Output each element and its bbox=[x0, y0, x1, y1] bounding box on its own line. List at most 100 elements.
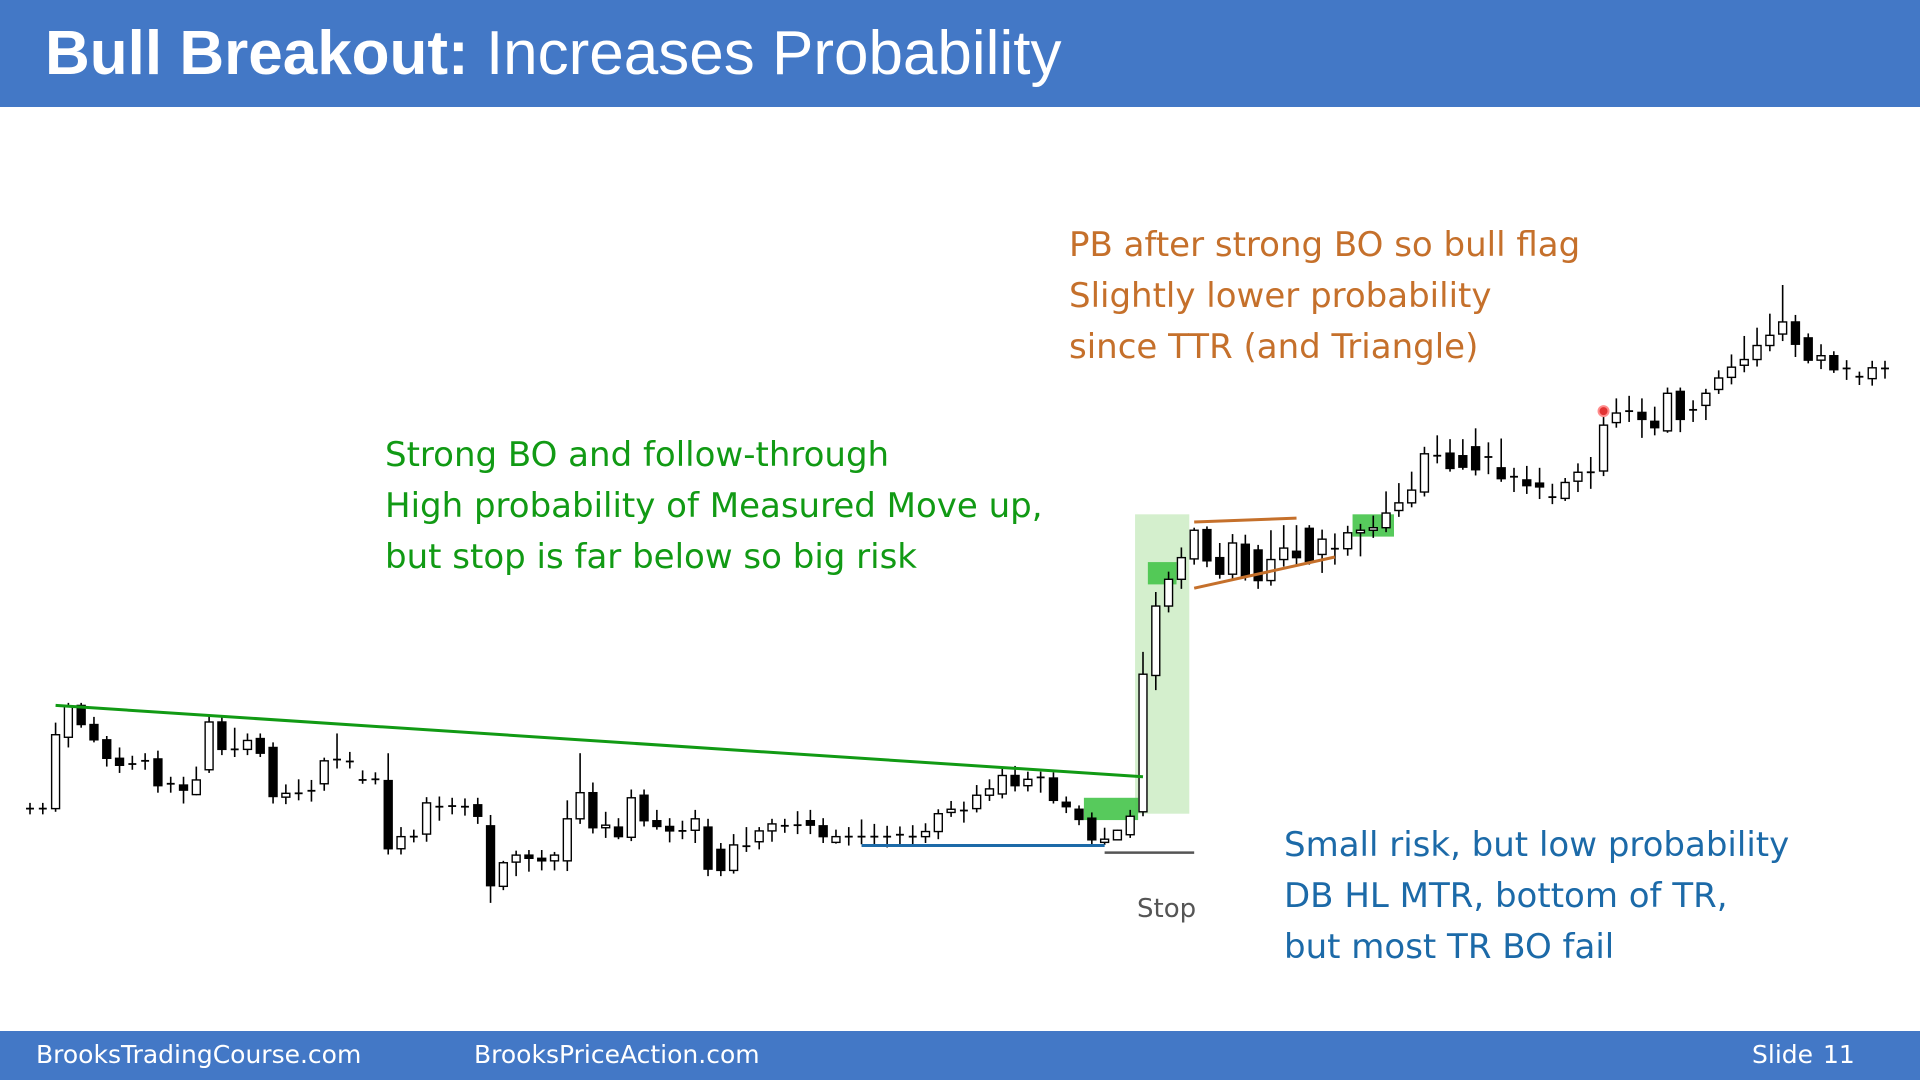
candle bbox=[1662, 387, 1673, 433]
candle bbox=[485, 814, 496, 903]
candle bbox=[333, 733, 342, 769]
candle bbox=[63, 702, 74, 748]
candle bbox=[141, 753, 150, 770]
candle-body bbox=[1240, 543, 1251, 577]
candle bbox=[767, 818, 777, 842]
candle-body bbox=[1163, 578, 1174, 607]
candle-body bbox=[1726, 366, 1737, 379]
candle bbox=[1253, 544, 1263, 589]
candle bbox=[1215, 542, 1225, 579]
candle-body bbox=[754, 830, 764, 843]
candle bbox=[1881, 360, 1889, 379]
candle bbox=[626, 789, 636, 842]
candle bbox=[1829, 351, 1839, 373]
candle bbox=[1739, 335, 1749, 373]
candle-body bbox=[1445, 452, 1455, 470]
candle-body bbox=[652, 820, 662, 828]
candle bbox=[1151, 592, 1161, 691]
candle bbox=[1855, 371, 1864, 386]
candle-body bbox=[537, 857, 547, 862]
candle bbox=[230, 727, 239, 758]
candle bbox=[1304, 525, 1314, 565]
candle-body bbox=[562, 818, 572, 862]
candle-body bbox=[1010, 774, 1020, 787]
candle-body bbox=[1637, 411, 1647, 421]
candle bbox=[690, 809, 700, 844]
candle-body bbox=[690, 818, 700, 831]
candle bbox=[664, 818, 675, 843]
candle-body bbox=[575, 791, 585, 820]
candle-body bbox=[703, 826, 713, 870]
candle-body bbox=[1765, 334, 1775, 347]
candle-body bbox=[1125, 815, 1135, 836]
candle bbox=[1394, 483, 1404, 517]
candle bbox=[933, 809, 943, 840]
candle-body bbox=[1867, 367, 1877, 380]
candle-body bbox=[1023, 778, 1033, 787]
candle bbox=[1138, 651, 1148, 817]
note-small-risk: Small risk, but low probability DB HL MT… bbox=[1284, 820, 1789, 973]
candle-body bbox=[1381, 512, 1391, 529]
candle-body bbox=[319, 760, 329, 785]
candle bbox=[1406, 471, 1417, 508]
candle-body bbox=[1662, 392, 1673, 432]
candle-body bbox=[1458, 455, 1468, 468]
candle-body bbox=[1534, 482, 1545, 488]
candle-body bbox=[383, 779, 393, 850]
candle bbox=[844, 827, 853, 846]
candle-body bbox=[933, 813, 943, 833]
candle bbox=[1048, 772, 1059, 804]
candle-body bbox=[728, 844, 739, 872]
candle bbox=[460, 798, 469, 816]
candle bbox=[358, 770, 367, 784]
candle-body bbox=[1253, 549, 1263, 582]
candle-body bbox=[1394, 502, 1404, 512]
candle bbox=[473, 797, 483, 824]
candle-body bbox=[191, 779, 201, 796]
candle bbox=[178, 776, 189, 804]
candle-body bbox=[1138, 673, 1148, 813]
candle bbox=[1099, 827, 1110, 845]
note-bull-flag-line-1: PB after strong BO so bull flag bbox=[1069, 225, 1581, 265]
candle bbox=[1163, 571, 1174, 613]
triangle-bottom-line bbox=[1193, 555, 1336, 590]
footer-link-price-action[interactable]: BrooksPriceAction.com bbox=[474, 1040, 760, 1069]
footer-slide-label: Slide bbox=[1752, 1040, 1814, 1069]
candle-body bbox=[153, 758, 163, 787]
candle bbox=[716, 843, 726, 877]
candle-body bbox=[1522, 479, 1532, 487]
slide-header: Bull Breakout: Increases Probability bbox=[0, 0, 1920, 107]
candle bbox=[1816, 344, 1826, 370]
candle-body bbox=[1752, 344, 1762, 361]
candle bbox=[920, 823, 931, 844]
candle bbox=[857, 819, 866, 845]
candle bbox=[805, 809, 816, 835]
candle bbox=[1598, 407, 1609, 477]
candle bbox=[1112, 829, 1123, 841]
candle bbox=[818, 818, 828, 844]
candle bbox=[1675, 387, 1685, 433]
candle bbox=[1726, 354, 1737, 385]
candle bbox=[371, 772, 380, 785]
footer-link-trading-course[interactable]: BrooksTradingCourse.com bbox=[36, 1040, 362, 1069]
candle bbox=[1202, 526, 1212, 568]
candle bbox=[549, 851, 560, 871]
note-bull-flag-line-3: since TTR (and Triangle) bbox=[1069, 327, 1479, 367]
candle bbox=[1240, 534, 1251, 581]
candle bbox=[1291, 525, 1302, 566]
candle-body bbox=[1790, 321, 1801, 345]
candle-body bbox=[639, 794, 649, 822]
candle-body bbox=[1406, 489, 1417, 504]
candle-body bbox=[767, 823, 777, 832]
bear-trendline bbox=[55, 703, 1144, 779]
note-strong-breakout-line-1: Strong BO and follow-through bbox=[385, 435, 890, 475]
candle-body bbox=[396, 835, 406, 850]
candle bbox=[268, 742, 278, 804]
candle-body bbox=[281, 792, 291, 798]
candle bbox=[1189, 527, 1199, 565]
candle bbox=[537, 850, 547, 871]
candle-body bbox=[1317, 538, 1327, 556]
candle bbox=[409, 829, 418, 843]
candle-body bbox=[76, 704, 86, 726]
candle bbox=[1790, 314, 1801, 357]
